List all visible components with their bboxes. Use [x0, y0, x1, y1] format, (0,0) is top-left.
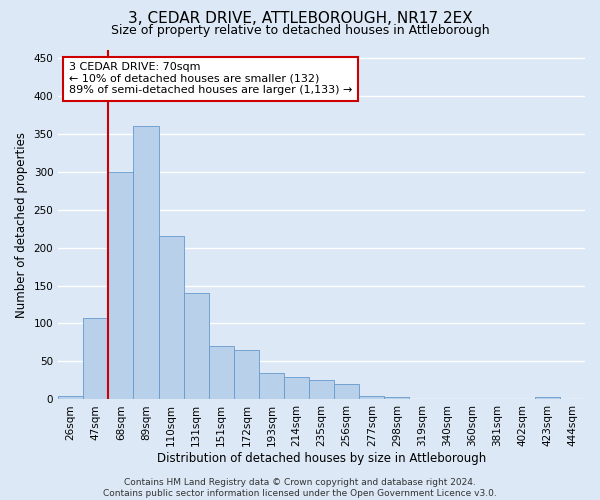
Bar — [284, 376, 309, 400]
Bar — [309, 380, 334, 400]
Bar — [209, 346, 234, 400]
Text: Size of property relative to detached houses in Attleborough: Size of property relative to detached ho… — [110, 24, 490, 37]
Bar — [184, 293, 209, 400]
Bar — [58, 396, 83, 400]
Bar — [560, 398, 585, 400]
Bar — [133, 126, 158, 400]
Text: Contains HM Land Registry data © Crown copyright and database right 2024.
Contai: Contains HM Land Registry data © Crown c… — [103, 478, 497, 498]
Bar — [334, 384, 359, 400]
X-axis label: Distribution of detached houses by size in Attleborough: Distribution of detached houses by size … — [157, 452, 486, 465]
Bar — [510, 398, 535, 400]
Text: 3 CEDAR DRIVE: 70sqm
← 10% of detached houses are smaller (132)
89% of semi-deta: 3 CEDAR DRIVE: 70sqm ← 10% of detached h… — [69, 62, 352, 96]
Bar — [83, 318, 109, 400]
Text: 3, CEDAR DRIVE, ATTLEBOROUGH, NR17 2EX: 3, CEDAR DRIVE, ATTLEBOROUGH, NR17 2EX — [128, 11, 472, 26]
Y-axis label: Number of detached properties: Number of detached properties — [15, 132, 28, 318]
Bar — [158, 236, 184, 400]
Bar — [259, 373, 284, 400]
Bar — [434, 398, 460, 400]
Bar — [359, 396, 385, 400]
Bar — [109, 172, 133, 400]
Bar — [385, 397, 409, 400]
Bar — [535, 397, 560, 400]
Bar — [409, 398, 434, 400]
Bar — [234, 350, 259, 400]
